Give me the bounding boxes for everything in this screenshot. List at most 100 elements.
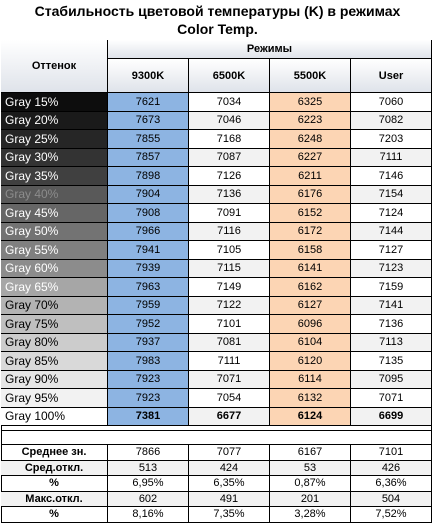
header-mode-9300k: 9300K <box>108 59 189 93</box>
row-value: 6141 <box>270 259 351 278</box>
row-label: Gray 60% <box>1 259 108 278</box>
row-value: 7621 <box>108 93 189 112</box>
row-value: 7105 <box>189 241 270 260</box>
row-value: 7135 <box>351 352 432 371</box>
row-value: 7963 <box>108 278 189 297</box>
row-value: 6114 <box>270 370 351 389</box>
row-value: 7923 <box>108 389 189 408</box>
row-value: 7060 <box>351 93 432 112</box>
stat-value: 6,35% <box>189 476 270 492</box>
row-value: 6152 <box>270 204 351 223</box>
row-value: 7087 <box>189 148 270 167</box>
row-value: 7146 <box>351 167 432 186</box>
stat-value: 201 <box>270 491 351 507</box>
row-value: 6162 <box>270 278 351 297</box>
row-value: 7941 <box>108 241 189 260</box>
stat-value: 424 <box>189 460 270 476</box>
row-value: 7034 <box>189 93 270 112</box>
header-mode-6500k: 6500K <box>189 59 270 93</box>
row-value: 6104 <box>270 333 351 352</box>
row-value: 6325 <box>270 93 351 112</box>
row-label: Gray 70% <box>1 296 108 315</box>
row-value: 7081 <box>189 333 270 352</box>
row-value: 7054 <box>189 389 270 408</box>
row-value: 6227 <box>270 148 351 167</box>
stat-value: 7866 <box>108 445 189 461</box>
stat-value: 602 <box>108 491 189 507</box>
row-label: Gray 55% <box>1 241 108 260</box>
header-modes: Режимы <box>108 40 432 59</box>
row-value: 6677 <box>189 407 270 426</box>
row-value: 6176 <box>270 185 351 204</box>
row-value: 7115 <box>189 259 270 278</box>
row-value: 7095 <box>351 370 432 389</box>
stat-value: 513 <box>108 460 189 476</box>
stat-value: 426 <box>351 460 432 476</box>
stat-value: 7,35% <box>189 507 270 523</box>
row-value: 7898 <box>108 167 189 186</box>
row-value: 7939 <box>108 259 189 278</box>
stat-value: 3,28% <box>270 507 351 523</box>
title-line-2: Color Temp. <box>177 21 258 37</box>
table-title: Стабильность цветовой температуры (K) в … <box>0 0 435 40</box>
stat-value: 504 <box>351 491 432 507</box>
header-mode-5500k: 5500K <box>270 59 351 93</box>
stat-value: 7101 <box>351 445 432 461</box>
row-value: 7111 <box>351 148 432 167</box>
stat-value: 6,36% <box>351 476 432 492</box>
row-value: 6223 <box>270 111 351 130</box>
row-value: 7959 <box>108 296 189 315</box>
row-value: 7144 <box>351 222 432 241</box>
row-value: 7159 <box>351 278 432 297</box>
row-value: 7124 <box>351 204 432 223</box>
row-value: 7857 <box>108 148 189 167</box>
stat-label: Сред.откл. <box>1 460 108 476</box>
row-value: 7136 <box>189 185 270 204</box>
row-value: 6127 <box>270 296 351 315</box>
row-value: 7126 <box>189 167 270 186</box>
spacer-row <box>1 426 432 431</box>
row-value: 7082 <box>351 111 432 130</box>
row-value: 7855 <box>108 130 189 149</box>
stat-value: 53 <box>270 460 351 476</box>
stat-value: 6,95% <box>108 476 189 492</box>
stat-value: 6167 <box>270 445 351 461</box>
stat-value: 7,52% <box>351 507 432 523</box>
row-value: 7071 <box>189 370 270 389</box>
row-label: Gray 15% <box>1 93 108 112</box>
row-value: 7937 <box>108 333 189 352</box>
row-label: Gray 80% <box>1 333 108 352</box>
row-value: 7923 <box>108 370 189 389</box>
row-label: Gray 75% <box>1 315 108 334</box>
row-value: 7168 <box>189 130 270 149</box>
row-label: Gray 30% <box>1 148 108 167</box>
row-value: 7116 <box>189 222 270 241</box>
row-label: Gray 40% <box>1 185 108 204</box>
row-value: 7154 <box>351 185 432 204</box>
row-label: Gray 65% <box>1 278 108 297</box>
stat-label: Среднее зн. <box>1 445 108 461</box>
row-value: 7149 <box>189 278 270 297</box>
row-value: 6248 <box>270 130 351 149</box>
row-value: 7952 <box>108 315 189 334</box>
row-label: Gray 90% <box>1 370 108 389</box>
row-value: 6158 <box>270 241 351 260</box>
row-value: 7673 <box>108 111 189 130</box>
header-mode-user: User <box>351 59 432 93</box>
row-label: Gray 25% <box>1 130 108 149</box>
row-value: 7141 <box>351 296 432 315</box>
row-value: 6132 <box>270 389 351 408</box>
stat-label: % <box>1 507 108 523</box>
row-label: Gray 20% <box>1 111 108 130</box>
row-value: 7046 <box>189 111 270 130</box>
row-value: 7203 <box>351 130 432 149</box>
row-value: 7966 <box>108 222 189 241</box>
row-label: Gray 50% <box>1 222 108 241</box>
row-value: 7111 <box>189 352 270 371</box>
header-shade: Оттенок <box>1 40 108 93</box>
row-value: 7091 <box>189 204 270 223</box>
stat-value: 491 <box>189 491 270 507</box>
row-value: 6096 <box>270 315 351 334</box>
row-value: 6120 <box>270 352 351 371</box>
row-value: 7101 <box>189 315 270 334</box>
